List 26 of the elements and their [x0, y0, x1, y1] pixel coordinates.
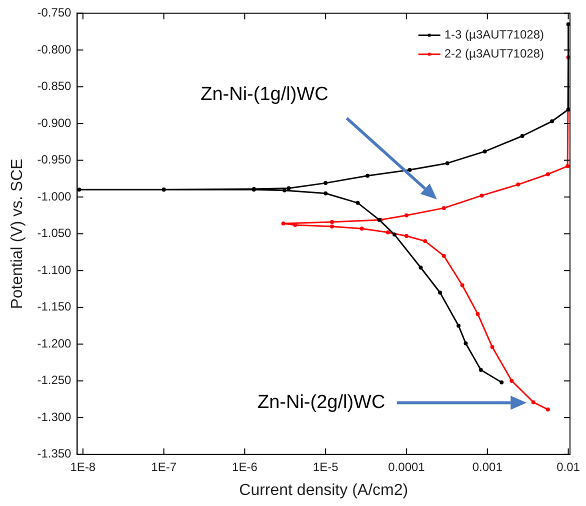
x-tick-label: 1E-7: [151, 460, 177, 474]
y-tick-label: -1.100: [37, 262, 72, 277]
x-axis-title: Current density (A/cm2): [239, 482, 408, 499]
x-tick-label: 0.001: [472, 460, 503, 474]
y-tick-label: -1.350: [37, 446, 72, 461]
legend-label: 2-2 (µ3AUT71028): [444, 46, 544, 61]
y-tick-label: -1.000: [37, 189, 72, 204]
y-tick-label: -1.050: [37, 226, 72, 240]
y-tick-label: -0.950: [37, 152, 72, 167]
y-tick-label: -1.200: [37, 336, 72, 350]
annotation: Zn-Ni-(1g/l)WC: [200, 84, 328, 106]
y-tick-label: -0.900: [37, 116, 72, 130]
annotation: Zn-Ni-(2g/l)WC: [257, 392, 386, 414]
x-tick-label: 0.01: [556, 460, 580, 474]
y-tick-label: -1.300: [37, 410, 72, 424]
x-tick-label: 0.0001: [388, 460, 426, 474]
y-axis-title: Potential (V) vs. SCE: [9, 158, 26, 309]
x-tick-label: 1E-6: [232, 460, 258, 474]
y-tick-label: -0.750: [37, 6, 72, 20]
x-tick-label: 1E-5: [312, 460, 339, 474]
y-tick-label: -0.800: [37, 42, 72, 56]
y-tick-label: -0.850: [37, 79, 72, 94]
legend-label: 1-3 (µ3AUT71028): [444, 28, 544, 42]
x-tick-label: 1E-8: [70, 460, 96, 474]
y-tick-label: -1.150: [37, 300, 72, 314]
y-tick-label: -1.250: [37, 373, 72, 388]
